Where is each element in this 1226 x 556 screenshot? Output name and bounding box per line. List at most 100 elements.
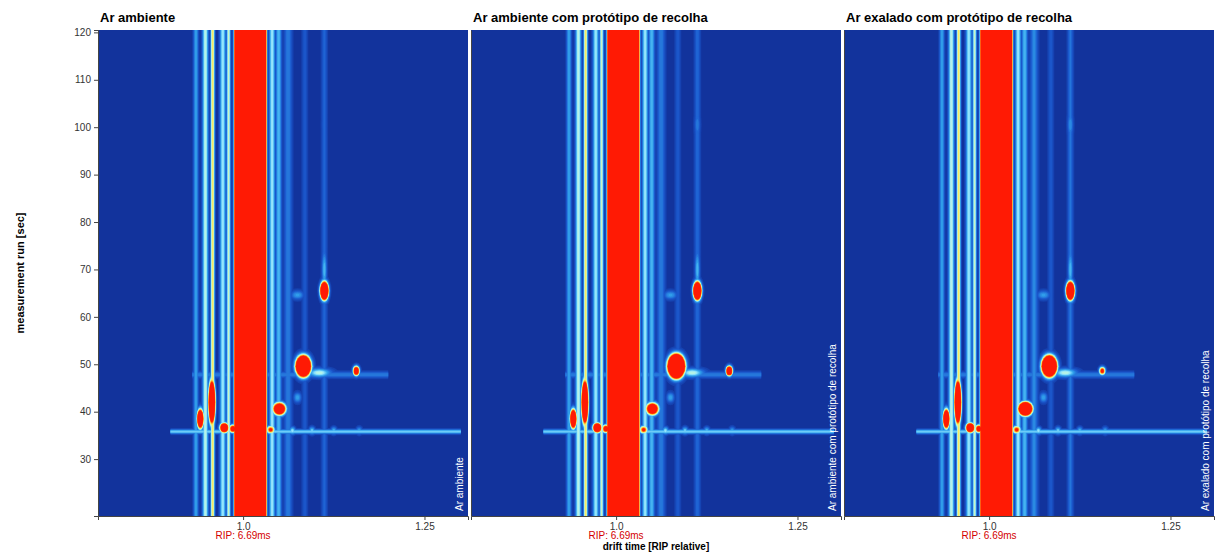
drift-band	[598, 30, 605, 516]
peak	[966, 423, 974, 432]
annotation: RIP: 6.69ms	[962, 530, 1017, 541]
peak	[353, 366, 359, 375]
peak	[569, 407, 577, 431]
peak	[667, 353, 685, 379]
peak	[274, 403, 285, 414]
drift-band	[973, 30, 976, 516]
drift-band	[210, 30, 214, 516]
peak	[966, 423, 974, 432]
peak	[667, 293, 674, 298]
drift-band	[233, 30, 268, 516]
peak	[323, 257, 326, 283]
drift-band	[575, 30, 582, 516]
drift-band	[584, 30, 587, 516]
drift-band	[966, 30, 971, 516]
drift-band	[269, 30, 275, 516]
peak	[1066, 282, 1074, 300]
drift-band	[600, 30, 604, 516]
peak	[693, 281, 702, 300]
peak	[570, 408, 577, 429]
peak	[221, 424, 228, 432]
axis-line	[99, 517, 469, 521]
drift-band	[940, 30, 944, 516]
peak	[1018, 402, 1032, 416]
peak	[196, 407, 204, 431]
drift-band	[600, 30, 602, 516]
peak	[580, 373, 589, 432]
peak	[954, 380, 961, 425]
peak	[570, 410, 576, 428]
drift-band	[659, 30, 663, 516]
peak	[570, 408, 577, 429]
drift-band	[605, 30, 641, 516]
peak	[291, 429, 293, 431]
peak	[954, 374, 963, 431]
peak	[966, 423, 975, 433]
peak	[604, 426, 608, 431]
drift-band	[211, 30, 213, 516]
peak	[942, 407, 950, 431]
drift-band	[583, 30, 588, 516]
drift-band	[957, 30, 960, 516]
peak	[725, 365, 733, 378]
drift-band	[941, 30, 943, 516]
drift-band	[219, 30, 227, 516]
drift-band	[949, 30, 953, 516]
peak	[668, 354, 685, 378]
drift-band	[1022, 30, 1027, 516]
peak	[1017, 401, 1034, 418]
drift-band	[592, 30, 599, 516]
drift-band	[212, 30, 214, 516]
peak	[1069, 257, 1072, 283]
drift-band	[228, 30, 230, 516]
side-label: Ar ambiente com protótipo de recolha	[827, 344, 838, 511]
drift-band	[1066, 30, 1074, 516]
peak	[1065, 278, 1076, 303]
peak	[1039, 352, 1059, 380]
peak	[581, 378, 588, 427]
peak	[1042, 356, 1057, 377]
peak	[208, 379, 215, 425]
drift-band	[967, 30, 971, 516]
annotation: RIP: 6.69ms	[216, 530, 271, 541]
drift-band	[220, 30, 225, 516]
drift-band	[274, 30, 283, 516]
drift-band	[947, 30, 955, 516]
peak	[955, 381, 962, 424]
peak	[220, 423, 228, 433]
peak	[943, 410, 949, 427]
peak	[208, 378, 215, 426]
tick-label: 50	[80, 359, 92, 370]
run-band	[171, 431, 461, 433]
peak	[268, 427, 273, 432]
peak	[1057, 370, 1073, 376]
peak	[647, 404, 657, 414]
peak	[320, 281, 329, 301]
drift-band	[204, 30, 206, 516]
peak	[641, 427, 646, 432]
drift-band	[649, 30, 655, 516]
drift-band	[605, 30, 642, 516]
peak	[207, 373, 216, 432]
peak	[1042, 356, 1057, 377]
peak	[691, 278, 703, 304]
drift-band	[203, 30, 208, 516]
peak	[641, 427, 647, 432]
axis-line	[94, 31, 99, 517]
peak	[665, 350, 688, 382]
peak	[666, 352, 686, 380]
peak	[1017, 401, 1033, 417]
drift-band	[192, 30, 199, 516]
peak	[646, 403, 658, 415]
peak	[272, 402, 286, 416]
drift-band	[980, 30, 1013, 516]
peak	[644, 401, 660, 416]
peak	[726, 365, 733, 376]
drift-band	[193, 30, 198, 516]
peak	[581, 375, 589, 430]
drift-band	[974, 30, 975, 516]
panel-title: Ar ambiente com protótipo de recolha	[473, 10, 709, 25]
drift-band	[950, 30, 953, 516]
tick-mark	[94, 412, 98, 413]
drift-band	[948, 30, 955, 516]
